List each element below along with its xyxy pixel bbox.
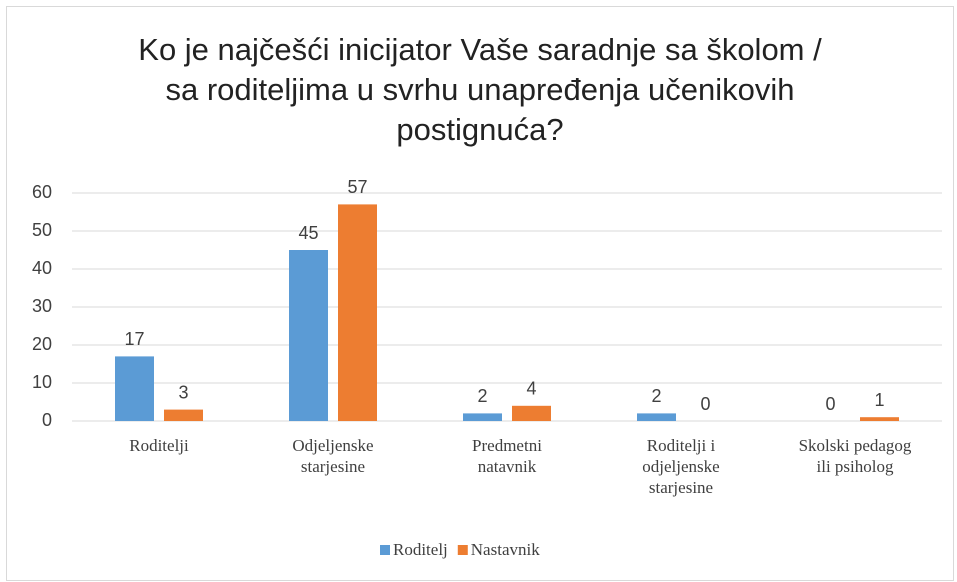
bar [289, 250, 328, 421]
legend-swatch [457, 545, 468, 555]
x-tick-label: Roditelji [129, 436, 189, 455]
bar [115, 356, 154, 421]
x-tick-label: natavnik [478, 457, 537, 476]
y-tick-label: 50 [32, 220, 52, 240]
data-label: 17 [124, 329, 144, 349]
y-tick-label: 60 [32, 182, 52, 202]
x-tick-label: odjeljenske [642, 457, 719, 476]
bar [860, 417, 899, 421]
bar [463, 413, 502, 421]
data-label: 57 [347, 177, 367, 197]
x-tick-label: Odjeljenske [292, 436, 373, 455]
data-label: 1 [874, 390, 884, 410]
legend-label: Nastavnik [471, 540, 540, 559]
bar [637, 413, 676, 421]
data-label: 3 [178, 382, 188, 402]
bar [338, 204, 377, 421]
legend-swatch [380, 545, 390, 555]
legend-label: Roditelj [393, 540, 448, 559]
data-label: 4 [526, 379, 536, 399]
x-tick-label: Roditelji i [647, 436, 716, 455]
y-tick-label: 0 [42, 410, 52, 430]
bar [512, 405, 551, 421]
data-label: 2 [477, 386, 487, 406]
x-tick-label: ili psiholog [817, 457, 894, 476]
y-tick-label: 40 [32, 258, 52, 278]
chart-title: Ko je najčešći inicijator Vaše saradnje … [138, 32, 822, 147]
x-tick-label: Skolski pedagog [799, 436, 912, 455]
x-tick-label: starjesine [649, 478, 713, 497]
data-label: 0 [700, 394, 710, 414]
y-tick-label: 20 [32, 334, 52, 354]
y-tick-label: 30 [32, 296, 52, 316]
x-tick-label: Predmetni [472, 436, 542, 455]
data-label: 2 [651, 386, 661, 406]
data-label: 45 [298, 223, 318, 243]
chart-frame [6, 6, 954, 581]
data-label: 0 [825, 394, 835, 414]
bar [164, 409, 203, 421]
x-tick-label: starjesine [301, 457, 365, 476]
y-tick-label: 10 [32, 372, 52, 392]
